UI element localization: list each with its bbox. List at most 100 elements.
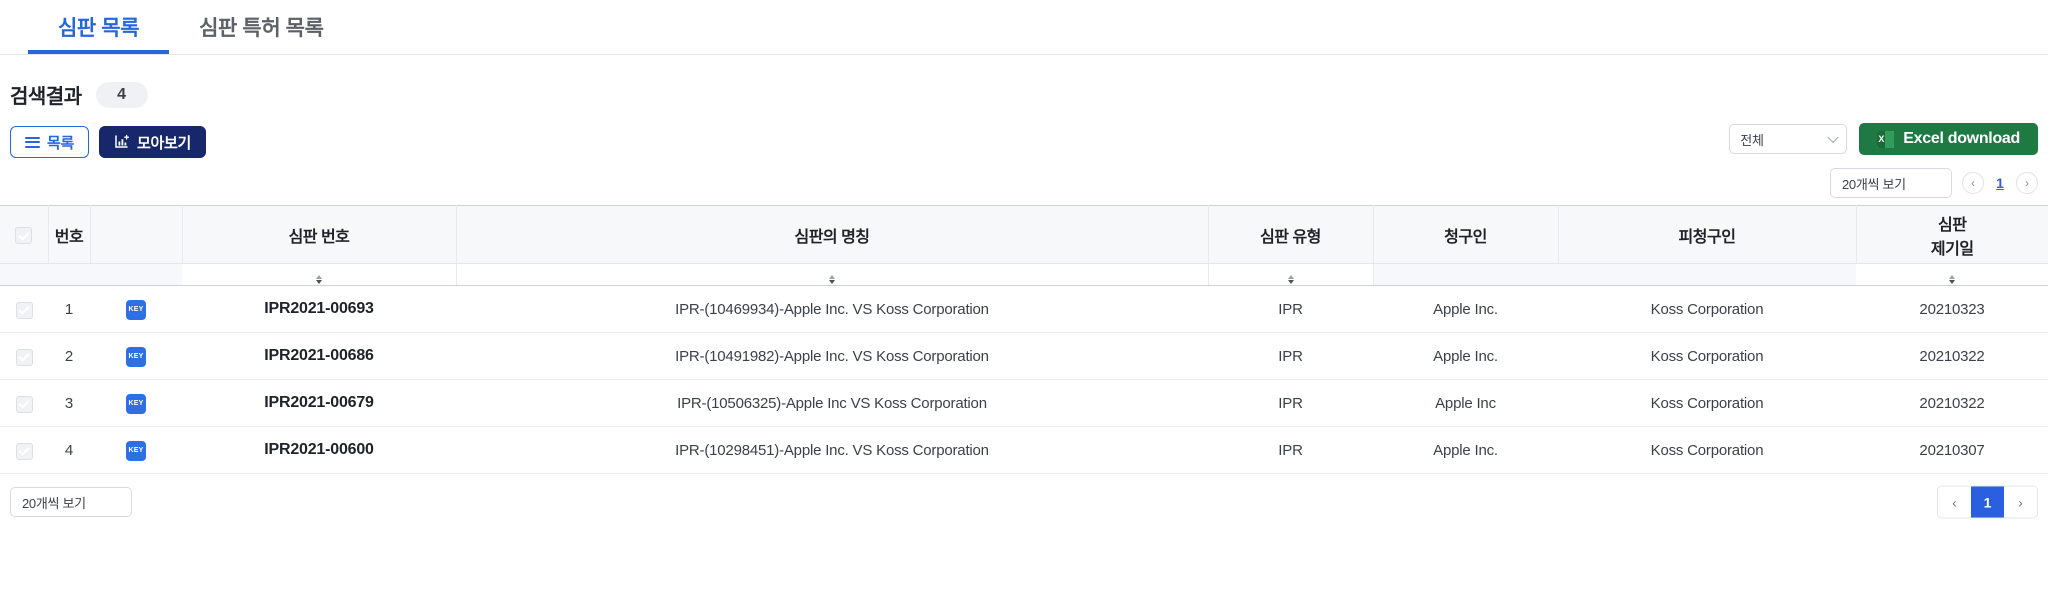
table-row[interactable]: 4 KEY IPR2021-00600 IPR-(10298451)-Apple In… [0, 426, 2048, 474]
row-trial-title[interactable]: IPR-(10298451)-Apple Inc. VS Koss Corpor… [456, 426, 1208, 474]
header-petitioner-label: 청구인 [1444, 228, 1487, 246]
row-badge-cell[interactable]: KEY [90, 332, 182, 380]
sort-cell-petitioner [1373, 263, 1558, 286]
row-badge-cell[interactable]: KEY [90, 379, 182, 427]
sort-cell-respondent [1558, 263, 1856, 286]
row-badge-cell[interactable]: KEY [90, 426, 182, 474]
row-respondent: Koss Corporation [1558, 332, 1856, 380]
header-respondent: 피청구인 [1558, 205, 1857, 264]
sort-toggle-filing-date[interactable] [1948, 274, 1955, 284]
excel-download-label: Excel download [1903, 130, 2020, 147]
chart-add-icon [114, 134, 130, 150]
table-row[interactable]: 2 KEY IPR2021-00686 IPR-(10491982)-Apple In… [0, 332, 2048, 380]
row-filing-date: 20210322 [1856, 332, 2048, 380]
pagination-top: ‹ 1 › [1962, 172, 2038, 194]
key-badge-icon[interactable]: KEY [126, 346, 146, 367]
key-badge-icon[interactable]: KEY [126, 299, 146, 320]
row-trial-title[interactable]: IPR-(10469934)-Apple Inc. VS Koss Corpor… [456, 285, 1208, 333]
row-trial-number[interactable]: IPR2021-00686 [182, 332, 456, 380]
sort-toggle-trial-title[interactable] [829, 274, 835, 284]
row-select-cell[interactable] [0, 285, 48, 333]
row-filing-date: 20210307 [1856, 426, 2048, 474]
trial-table-wrapper: 번호 심판 번호 심판의 명칭 심판 유형 청구인 [0, 205, 2048, 474]
header-trial-title-label: 심판의 명칭 [794, 228, 870, 246]
header-select-all[interactable] [0, 205, 49, 264]
pagination-page-1-bottom[interactable]: 1 [1971, 486, 2004, 518]
row-respondent: Koss Corporation [1558, 379, 1856, 427]
page-size-select-top[interactable]: 20개씩 보기 [1830, 168, 1952, 198]
row-badge-cell[interactable]: KEY [90, 285, 182, 333]
table-row[interactable]: 3 KEY IPR2021-00679 IPR-(10506325)-Apple In… [0, 379, 2048, 427]
row-select-cell[interactable] [0, 379, 48, 427]
row-trial-number[interactable]: IPR2021-00679 [182, 379, 456, 427]
sort-cell-trial-type[interactable] [1208, 263, 1374, 286]
gather-view-button-label: 모아보기 [137, 134, 192, 152]
pagination-page-1-top[interactable]: 1 [1996, 175, 2004, 191]
tab-bar: 심판 목록 심판 특허 목록 [0, 0, 2048, 55]
row-checkbox[interactable] [15, 301, 33, 319]
row-trial-title[interactable]: IPR-(10506325)-Apple Inc VS Koss Corpora… [456, 379, 1208, 427]
header-trial-number: 심판 번호 [182, 205, 457, 264]
row-trial-number[interactable]: IPR2021-00693 [182, 285, 456, 333]
sort-cell-filing-date[interactable] [1856, 263, 2048, 286]
page-size-select-bottom[interactable]: 20개씩 보기 [10, 487, 132, 517]
page-size-value-bottom: 20개씩 보기 [22, 495, 86, 511]
row-no: 3 [48, 379, 90, 427]
row-trial-number[interactable]: IPR2021-00600 [182, 426, 456, 474]
row-trial-type: IPR [1208, 426, 1373, 474]
tab-trial-list[interactable]: 심판 목록 [28, 0, 170, 54]
list-view-button-label: 목록 [47, 134, 75, 152]
trial-table-body: 1 KEY IPR2021-00693 IPR-(10469934)-Apple In… [0, 285, 2048, 474]
row-petitioner: Apple Inc. [1373, 332, 1558, 380]
top-paging-bar: 20개씩 보기 ‹ 1 › [0, 161, 2048, 205]
header-filing-date-line2: 제기일 [1930, 240, 1974, 258]
sort-cell-select [0, 263, 48, 286]
row-trial-type: IPR [1208, 379, 1373, 427]
row-petitioner: Apple Inc. [1373, 285, 1558, 333]
sort-cell-trial-number[interactable] [182, 263, 457, 286]
excel-icon-letter: X [1877, 130, 1886, 148]
select-all-checkbox[interactable] [15, 227, 33, 245]
search-result-summary: 검색결과 4 [0, 55, 2048, 109]
list-view-button[interactable]: 목록 [10, 126, 90, 158]
header-badge [90, 205, 183, 264]
list-icon [25, 136, 40, 148]
header-trial-type: 심판 유형 [1208, 205, 1374, 264]
row-filing-date: 20210323 [1856, 285, 2048, 333]
sort-toggle-trial-number[interactable] [315, 274, 322, 284]
excel-icon-grid [1885, 130, 1895, 148]
excel-icon: X [1877, 130, 1895, 148]
header-trial-number-label: 심판 번호 [288, 228, 350, 246]
header-trial-type-label: 심판 유형 [1260, 228, 1321, 246]
key-badge-icon[interactable]: KEY [126, 393, 146, 414]
row-no: 2 [48, 332, 90, 380]
table-row[interactable]: 1 KEY IPR2021-00693 IPR-(10469934)-Apple In… [0, 285, 2048, 333]
gather-view-button[interactable]: 모아보기 [99, 126, 207, 158]
row-select-cell[interactable] [0, 426, 48, 474]
sort-cell-trial-title[interactable] [456, 263, 1209, 286]
row-checkbox[interactable] [15, 348, 33, 366]
pagination-prev-top[interactable]: ‹ [1962, 172, 1984, 194]
page-size-value-top: 20개씩 보기 [1842, 176, 1906, 192]
pagination-next-top[interactable]: › [2016, 172, 2038, 194]
bottom-paging-bar: 20개씩 보기 ‹ 1 › [0, 474, 2048, 530]
row-trial-type: IPR [1208, 332, 1373, 380]
tab-trial-patent-list[interactable]: 심판 특허 목록 [169, 0, 353, 54]
header-filing-date: 심판 제기일 [1856, 205, 2048, 264]
pagination-prev-bottom[interactable]: ‹ [1938, 486, 1971, 518]
key-badge-icon[interactable]: KEY [126, 440, 146, 461]
row-checkbox[interactable] [15, 395, 33, 413]
row-checkbox[interactable] [15, 442, 33, 460]
header-row: 번호 심판 번호 심판의 명칭 심판 유형 청구인 [0, 205, 2048, 264]
toolbar-right-group: 전체 X Excel download [1729, 123, 2038, 155]
excel-download-button[interactable]: X Excel download [1859, 123, 2038, 155]
row-respondent: Koss Corporation [1558, 426, 1856, 474]
scope-filter-select[interactable]: 전체 [1729, 124, 1848, 154]
row-trial-title[interactable]: IPR-(10491982)-Apple Inc. VS Koss Corpor… [456, 332, 1208, 380]
sort-toggle-trial-type[interactable] [1287, 274, 1294, 284]
row-respondent: Koss Corporation [1558, 285, 1856, 333]
row-select-cell[interactable] [0, 332, 48, 380]
sort-cell-badge [90, 263, 182, 286]
pagination-next-bottom[interactable]: › [2004, 486, 2037, 518]
